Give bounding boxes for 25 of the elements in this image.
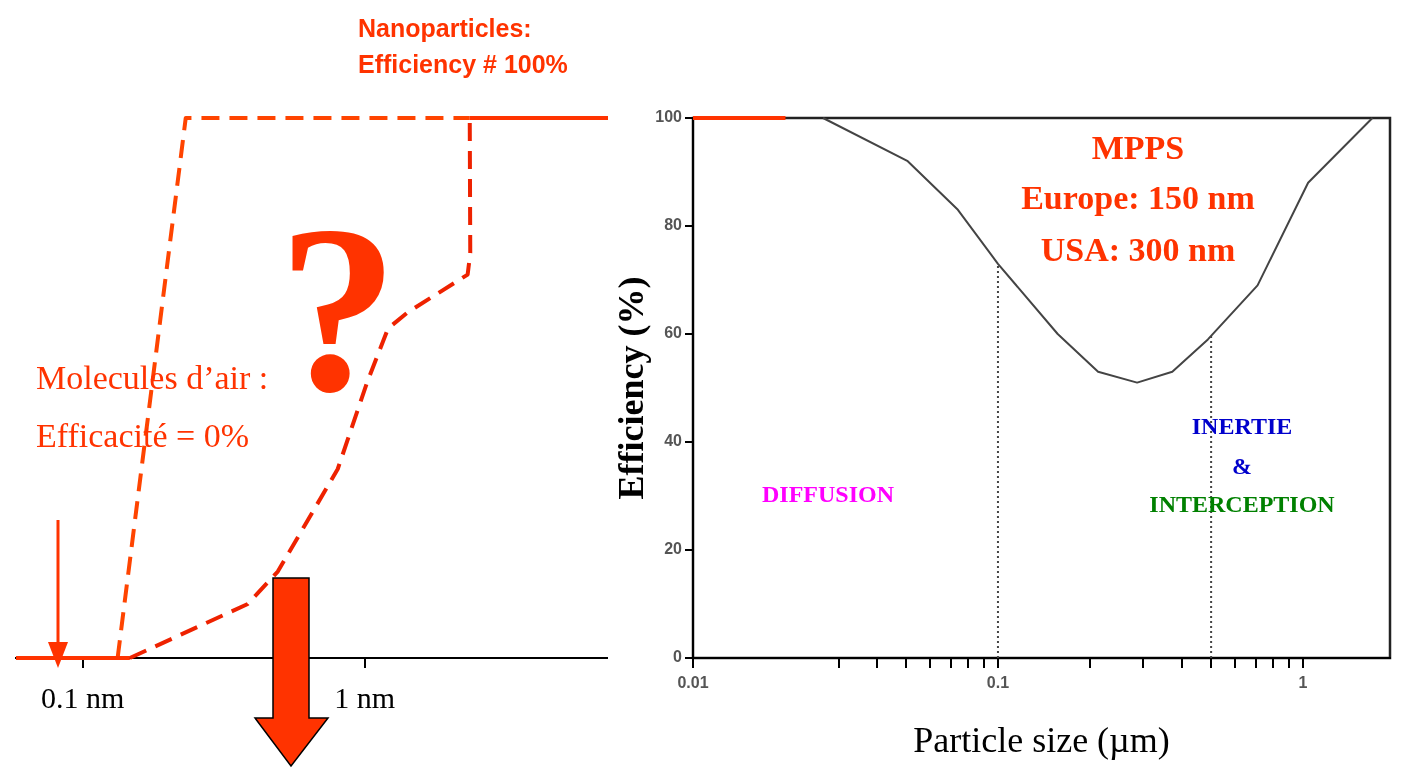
annotation: Europe: 150 nm bbox=[1021, 178, 1255, 216]
y-tick-label: 20 bbox=[664, 540, 683, 558]
x-tick-label: 0.1 nm bbox=[41, 680, 125, 714]
y-tick-label: 40 bbox=[664, 432, 683, 450]
annotation: INTERCEPTION bbox=[1149, 491, 1336, 518]
y-axis-title: Efficiency (%) bbox=[610, 276, 651, 500]
annotation: USA: 300 nm bbox=[1040, 230, 1236, 268]
text: Nanoparticles: bbox=[358, 13, 532, 42]
y-tick-label: 60 bbox=[664, 324, 683, 342]
annotation: ? bbox=[278, 176, 398, 442]
annotation: Efficacité = 0% bbox=[36, 416, 249, 454]
y-tick-label: 100 bbox=[655, 108, 683, 126]
x-axis-title: Particle size (µm) bbox=[913, 719, 1170, 760]
annotation: & bbox=[1232, 453, 1252, 480]
y-tick-label: 0 bbox=[673, 648, 683, 666]
annotation: MPPS bbox=[1091, 128, 1185, 166]
annotation: INERTIE bbox=[1191, 413, 1293, 440]
x-tick-label: 0.1 bbox=[986, 674, 1010, 692]
x-tick-label: 1 bbox=[1298, 674, 1308, 692]
annotation: DIFFUSION bbox=[761, 481, 895, 508]
x-tick-label: 1 nm bbox=[334, 680, 396, 714]
y-tick-label: 80 bbox=[664, 216, 683, 234]
annotation: Molecules d’air : bbox=[36, 358, 269, 396]
text: Efficiency # 100% bbox=[358, 49, 568, 78]
x-tick-label: 0.01 bbox=[677, 674, 709, 692]
